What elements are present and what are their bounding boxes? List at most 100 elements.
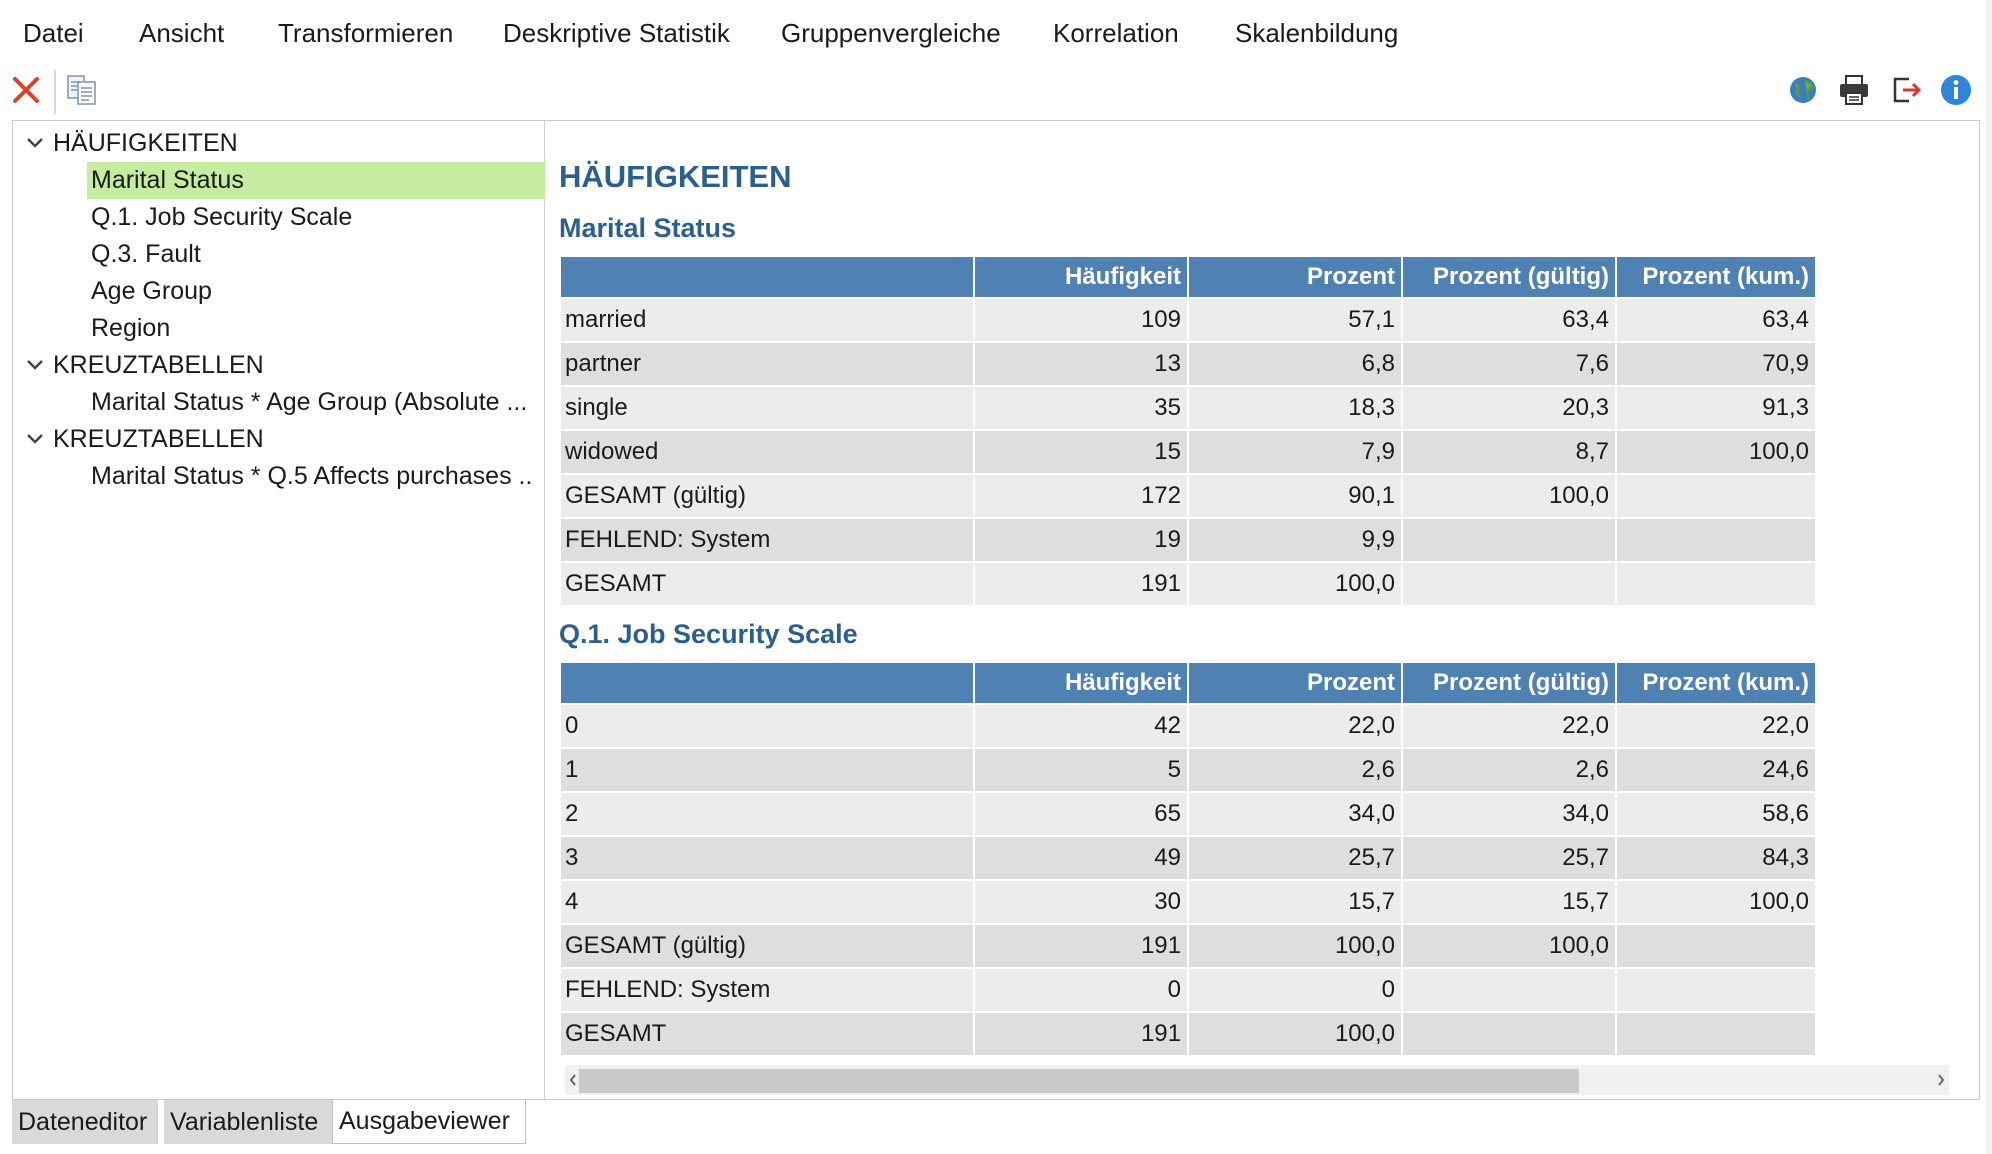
print-icon[interactable] <box>1834 70 1874 110</box>
value-cell: 100,0 <box>1617 431 1815 473</box>
horizontal-scrollbar-thumb[interactable] <box>579 1069 1579 1093</box>
value-cell: 7,6 <box>1403 343 1615 385</box>
table-row: 1 5 2,6 2,6 24,6 <box>561 749 1815 791</box>
chevron-right-icon[interactable] <box>1935 1071 1947 1089</box>
export-icon[interactable] <box>1886 70 1926 110</box>
value-cell: 7,9 <box>1189 431 1401 473</box>
row-label-cell: 2 <box>561 793 973 835</box>
value-cell: 2,6 <box>1189 749 1401 791</box>
value-cell <box>1403 563 1615 605</box>
tree-item-crosstab-purchases[interactable]: Marital Status * Q.5 Affects purchases .… <box>13 458 545 495</box>
value-cell: 0 <box>1189 969 1401 1011</box>
menu-korrelation[interactable]: Korrelation <box>1053 18 1179 48</box>
value-cell: 100,0 <box>1403 475 1615 517</box>
tree-item-label: Marital Status <box>91 166 244 194</box>
menu-bar: Datei Ansicht Transformieren Deskriptive… <box>0 0 1992 70</box>
value-cell: 91,3 <box>1617 387 1815 429</box>
tab-variablenliste[interactable]: Variablenliste <box>164 1100 334 1144</box>
menu-skalenbildung[interactable]: Skalenbildung <box>1235 18 1399 48</box>
tree-group-label: KREUZTABELLEN <box>53 351 264 379</box>
column-header: Prozent <box>1189 257 1401 297</box>
value-cell: 0 <box>975 969 1187 1011</box>
table-title-marital-status: Marital Status <box>559 213 737 243</box>
row-label-cell: 1 <box>561 749 973 791</box>
value-cell: 25,7 <box>1403 837 1615 879</box>
value-cell: 100,0 <box>1189 925 1401 967</box>
value-cell: 35 <box>975 387 1187 429</box>
close-icon[interactable] <box>6 70 46 110</box>
horizontal-scrollbar[interactable] <box>565 1065 1949 1095</box>
column-header <box>561 257 973 297</box>
value-cell: 63,4 <box>1617 299 1815 341</box>
menu-deskriptive-statistik[interactable]: Deskriptive Statistik <box>503 18 730 48</box>
value-cell: 90,1 <box>1189 475 1401 517</box>
column-header <box>561 663 973 703</box>
row-label-cell: single <box>561 387 973 429</box>
tree-item-age-group[interactable]: Age Group <box>13 273 545 310</box>
window-edge <box>1986 0 1992 1154</box>
copy-icon[interactable] <box>62 70 102 110</box>
value-cell: 84,3 <box>1617 837 1815 879</box>
column-header: Häufigkeit <box>975 257 1187 297</box>
tree-group-label: HÄUFIGKEITEN <box>53 129 238 157</box>
globe-icon[interactable] <box>1783 70 1823 110</box>
column-header: Prozent (gültig) <box>1403 257 1615 297</box>
tree-item-crosstab-age-group[interactable]: Marital Status * Age Group (Absolute ... <box>13 384 545 421</box>
row-label-cell: 3 <box>561 837 973 879</box>
value-cell: 172 <box>975 475 1187 517</box>
chevron-down-icon[interactable] <box>23 353 47 377</box>
value-cell: 5 <box>975 749 1187 791</box>
table-title-job-security-scale: Q.1. Job Security Scale <box>559 619 858 649</box>
value-cell <box>1403 1013 1615 1055</box>
chevron-down-icon[interactable] <box>23 131 47 155</box>
table-row: single 35 18,3 20,3 91,3 <box>561 387 1815 429</box>
value-cell <box>1617 475 1815 517</box>
table-row: GESAMT 191 100,0 <box>561 1013 1815 1055</box>
value-cell: 42 <box>975 705 1187 747</box>
value-cell: 25,7 <box>1189 837 1401 879</box>
row-label-cell: 4 <box>561 881 973 923</box>
value-cell <box>1403 519 1615 561</box>
column-header: Häufigkeit <box>975 663 1187 703</box>
info-icon[interactable] <box>1936 70 1976 110</box>
value-cell: 15 <box>975 431 1187 473</box>
value-cell: 65 <box>975 793 1187 835</box>
value-cell: 100,0 <box>1189 563 1401 605</box>
value-cell: 100,0 <box>1189 1013 1401 1055</box>
tree-group-kreuztabellen-2[interactable]: KREUZTABELLEN <box>13 421 545 458</box>
tab-dateneditor[interactable]: Dateneditor <box>12 1100 158 1144</box>
tree-item-marital-status[interactable]: Marital Status <box>13 162 545 199</box>
table-header-row: Häufigkeit Prozent Prozent (gültig) Proz… <box>561 663 1815 703</box>
row-label-cell: FEHLEND: System <box>561 969 973 1011</box>
menu-transformieren[interactable]: Transformieren <box>278 18 454 48</box>
chevron-left-icon[interactable] <box>567 1071 579 1089</box>
value-cell: 63,4 <box>1403 299 1615 341</box>
menu-ansicht[interactable]: Ansicht <box>139 18 225 48</box>
toolbar <box>0 70 1992 120</box>
row-label-cell: GESAMT (gültig) <box>561 925 973 967</box>
value-cell: 20,3 <box>1403 387 1615 429</box>
menu-gruppenvergleiche[interactable]: Gruppenvergleiche <box>781 18 1001 48</box>
tree-item-fault[interactable]: Q.3. Fault <box>13 236 545 273</box>
tree-item-job-security-scale[interactable]: Q.1. Job Security Scale <box>13 199 545 236</box>
row-label-cell: partner <box>561 343 973 385</box>
tab-ausgabeviewer[interactable]: Ausgabeviewer <box>332 1100 526 1144</box>
table-row: partner 13 6,8 7,6 70,9 <box>561 343 1815 385</box>
column-header: Prozent (gültig) <box>1403 663 1615 703</box>
value-cell: 9,9 <box>1189 519 1401 561</box>
value-cell: 191 <box>975 563 1187 605</box>
tree-item-label: Q.3. Fault <box>91 240 201 268</box>
tree-item-region[interactable]: Region <box>13 310 545 347</box>
table-row: widowed 15 7,9 8,7 100,0 <box>561 431 1815 473</box>
row-label-cell: married <box>561 299 973 341</box>
chevron-down-icon[interactable] <box>23 427 47 451</box>
tree-group-haeufigkeiten[interactable]: HÄUFIGKEITEN <box>13 125 545 162</box>
menu-datei[interactable]: Datei <box>23 18 84 48</box>
value-cell: 13 <box>975 343 1187 385</box>
value-cell: 30 <box>975 881 1187 923</box>
tree-group-kreuztabellen-1[interactable]: KREUZTABELLEN <box>13 347 545 384</box>
row-label-cell: GESAMT <box>561 1013 973 1055</box>
frequency-table-job-security-scale: Häufigkeit Prozent Prozent (gültig) Proz… <box>559 661 1817 1057</box>
tree-item-label: Age Group <box>91 277 212 305</box>
value-cell: 22,0 <box>1189 705 1401 747</box>
